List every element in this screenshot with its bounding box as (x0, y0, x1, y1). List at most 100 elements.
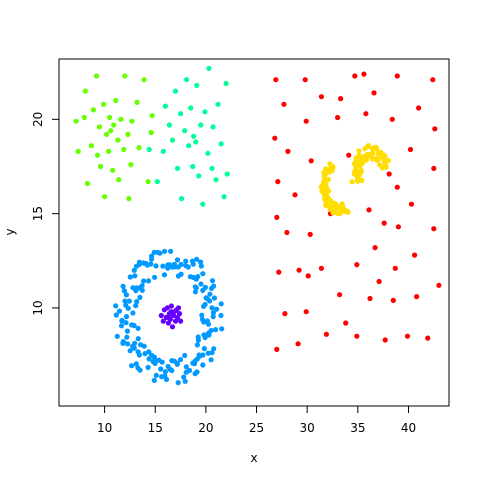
data-point (149, 113, 155, 119)
data-point (145, 364, 151, 370)
data-point (203, 295, 209, 301)
data-point (135, 325, 141, 331)
data-point (126, 298, 132, 304)
data-point (175, 305, 182, 311)
data-point (107, 114, 113, 121)
data-point (303, 309, 309, 315)
data-point (172, 88, 179, 94)
data-point (106, 148, 112, 154)
data-point (213, 177, 219, 183)
data-point (201, 346, 207, 352)
data-point (296, 267, 302, 273)
data-point (198, 259, 204, 265)
y-tick-label: 15 (31, 206, 45, 221)
data-point (160, 318, 166, 324)
data-point (151, 377, 157, 383)
data-point (186, 143, 192, 149)
data-point (118, 116, 124, 122)
data-point (123, 292, 129, 298)
data-point (96, 124, 103, 130)
data-point (195, 334, 201, 340)
data-point (94, 152, 101, 158)
data-point (215, 101, 221, 107)
data-point (195, 274, 201, 280)
data-point (160, 263, 166, 269)
data-point (154, 179, 160, 185)
data-point (114, 333, 120, 339)
data-point (272, 135, 278, 141)
data-point (174, 361, 180, 367)
data-point (168, 309, 174, 315)
data-point (414, 294, 420, 300)
data-point (345, 209, 351, 215)
data-point (148, 129, 154, 136)
data-point (134, 99, 140, 105)
data-point (133, 288, 139, 294)
x-tick-label: 35 (350, 421, 365, 435)
data-point (189, 258, 196, 264)
data-point (183, 258, 189, 264)
data-point (302, 77, 308, 83)
data-point (174, 165, 181, 171)
data-point (176, 311, 183, 317)
x-tick-label: 40 (401, 421, 416, 435)
data-point (175, 273, 181, 279)
data-point (200, 271, 206, 277)
data-point (218, 141, 224, 147)
data-point (207, 291, 213, 297)
data-point (121, 288, 127, 294)
data-point (318, 265, 324, 271)
data-point (135, 336, 141, 342)
data-point (196, 352, 202, 358)
y-axis-title: y (3, 228, 17, 235)
data-point (343, 320, 349, 326)
data-point (209, 165, 215, 171)
data-point (127, 348, 133, 354)
data-point (202, 284, 208, 290)
data-point (209, 350, 215, 356)
data-point (276, 269, 282, 275)
x-tick-label: 10 (97, 421, 112, 435)
data-point (355, 178, 361, 184)
data-point (412, 252, 418, 258)
data-point (124, 334, 130, 340)
data-point (208, 327, 214, 334)
data-point (208, 357, 214, 363)
data-point (390, 297, 396, 303)
data-point (394, 184, 400, 190)
data-point (159, 359, 165, 365)
data-point (201, 332, 207, 338)
data-point (125, 131, 131, 137)
data-point (210, 314, 216, 320)
data-point (376, 278, 382, 285)
data-point (145, 179, 151, 185)
data-point (369, 146, 375, 152)
data-point (169, 137, 176, 143)
data-point (182, 352, 188, 359)
x-tick-label: 20 (198, 421, 213, 435)
data-point (136, 352, 142, 358)
data-point (211, 283, 217, 289)
data-point (141, 77, 147, 83)
data-points (73, 65, 442, 386)
data-point (206, 65, 212, 71)
data-point (152, 360, 158, 366)
data-point (169, 324, 176, 330)
data-point (166, 122, 172, 128)
data-point (119, 318, 125, 324)
data-point (120, 340, 126, 346)
data-point (308, 158, 314, 164)
data-point (116, 308, 123, 314)
data-point (102, 194, 108, 200)
data-point (274, 346, 280, 352)
x-axis: 10 15 20 25 30 35 40 (97, 405, 416, 435)
data-point (366, 207, 372, 213)
data-point (131, 345, 137, 351)
data-point (211, 295, 218, 301)
data-point (349, 179, 355, 185)
data-point (194, 256, 200, 262)
data-point (335, 114, 341, 121)
data-point (352, 73, 358, 79)
